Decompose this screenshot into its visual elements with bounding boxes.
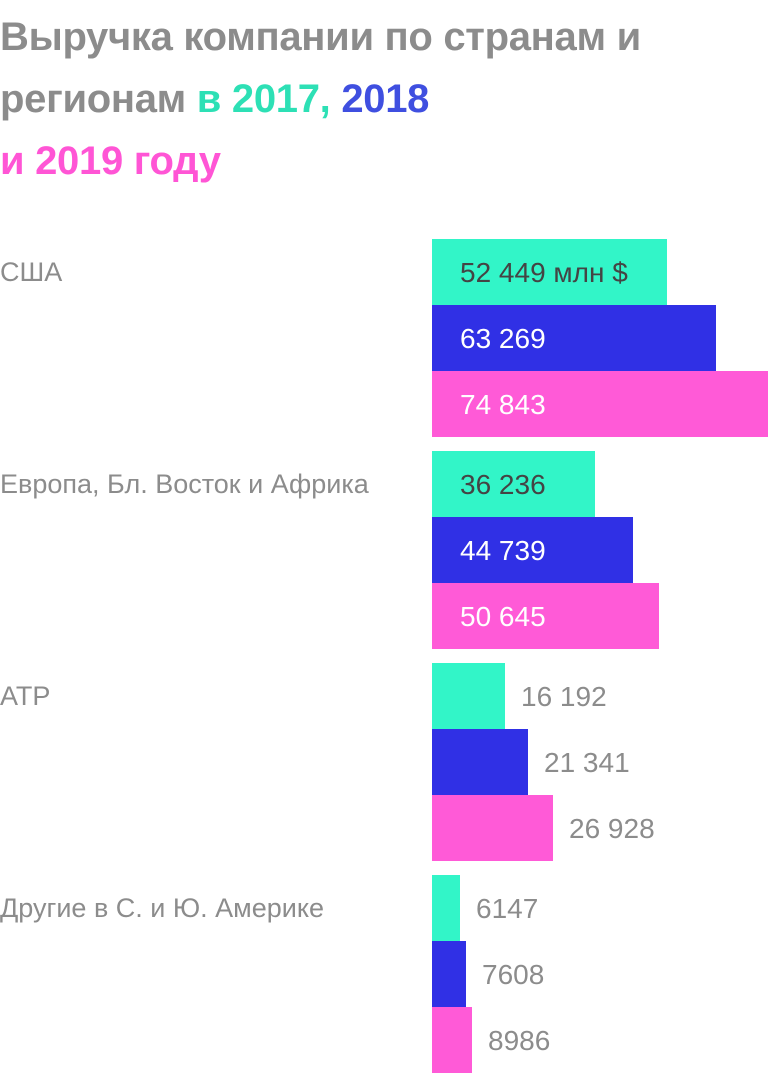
chart-title: Выручка компании по странам и регионам в…	[0, 6, 768, 192]
bar-2017-2	[432, 451, 595, 517]
bar-2018-3	[432, 729, 528, 795]
bar-2019-1	[432, 371, 768, 437]
category-label-4: Другие в С. и Ю. Америке	[0, 893, 324, 923]
title-year-2018: 2018	[341, 77, 430, 121]
bar-2019-4	[432, 1007, 472, 1073]
value-label-2019-1: 74 843	[460, 389, 546, 420]
value-label-2019-3: 26 928	[569, 813, 655, 844]
title-year-2017: в 2017,	[196, 77, 331, 121]
bar-2017-3	[432, 663, 505, 729]
bar-2019-2	[432, 583, 659, 649]
value-label-2017-3: 16 192	[521, 681, 607, 712]
value-label-2017-2: 36 236	[460, 469, 546, 500]
value-label-2017-4: 6147	[476, 893, 538, 924]
value-label-2018-2: 44 739	[460, 535, 546, 566]
title-main: Выручка компании по странам и регионам	[0, 15, 641, 121]
bar-2018-1	[432, 305, 716, 371]
value-label-2018-1: 63 269	[460, 323, 546, 354]
value-label-2019-2: 50 645	[460, 601, 546, 632]
bar-2017-1	[432, 239, 667, 305]
value-label-2018-3: 21 341	[544, 747, 630, 778]
bar-2019-3	[432, 795, 553, 861]
bar-2018-2	[432, 517, 633, 583]
value-label-2018-4: 7608	[482, 959, 544, 990]
category-label-3: АТР	[0, 681, 50, 711]
value-label-2017-1: 52 449 млн $	[460, 257, 628, 288]
value-label-2019-4: 8986	[488, 1025, 550, 1056]
category-label-1: США	[0, 257, 62, 287]
title-year-2019: и 2019 году	[0, 139, 221, 183]
bar-2018-4	[432, 941, 466, 1007]
category-label-2: Европа, Бл. Восток и Африка	[0, 469, 370, 499]
bar-2017-4	[432, 875, 460, 941]
